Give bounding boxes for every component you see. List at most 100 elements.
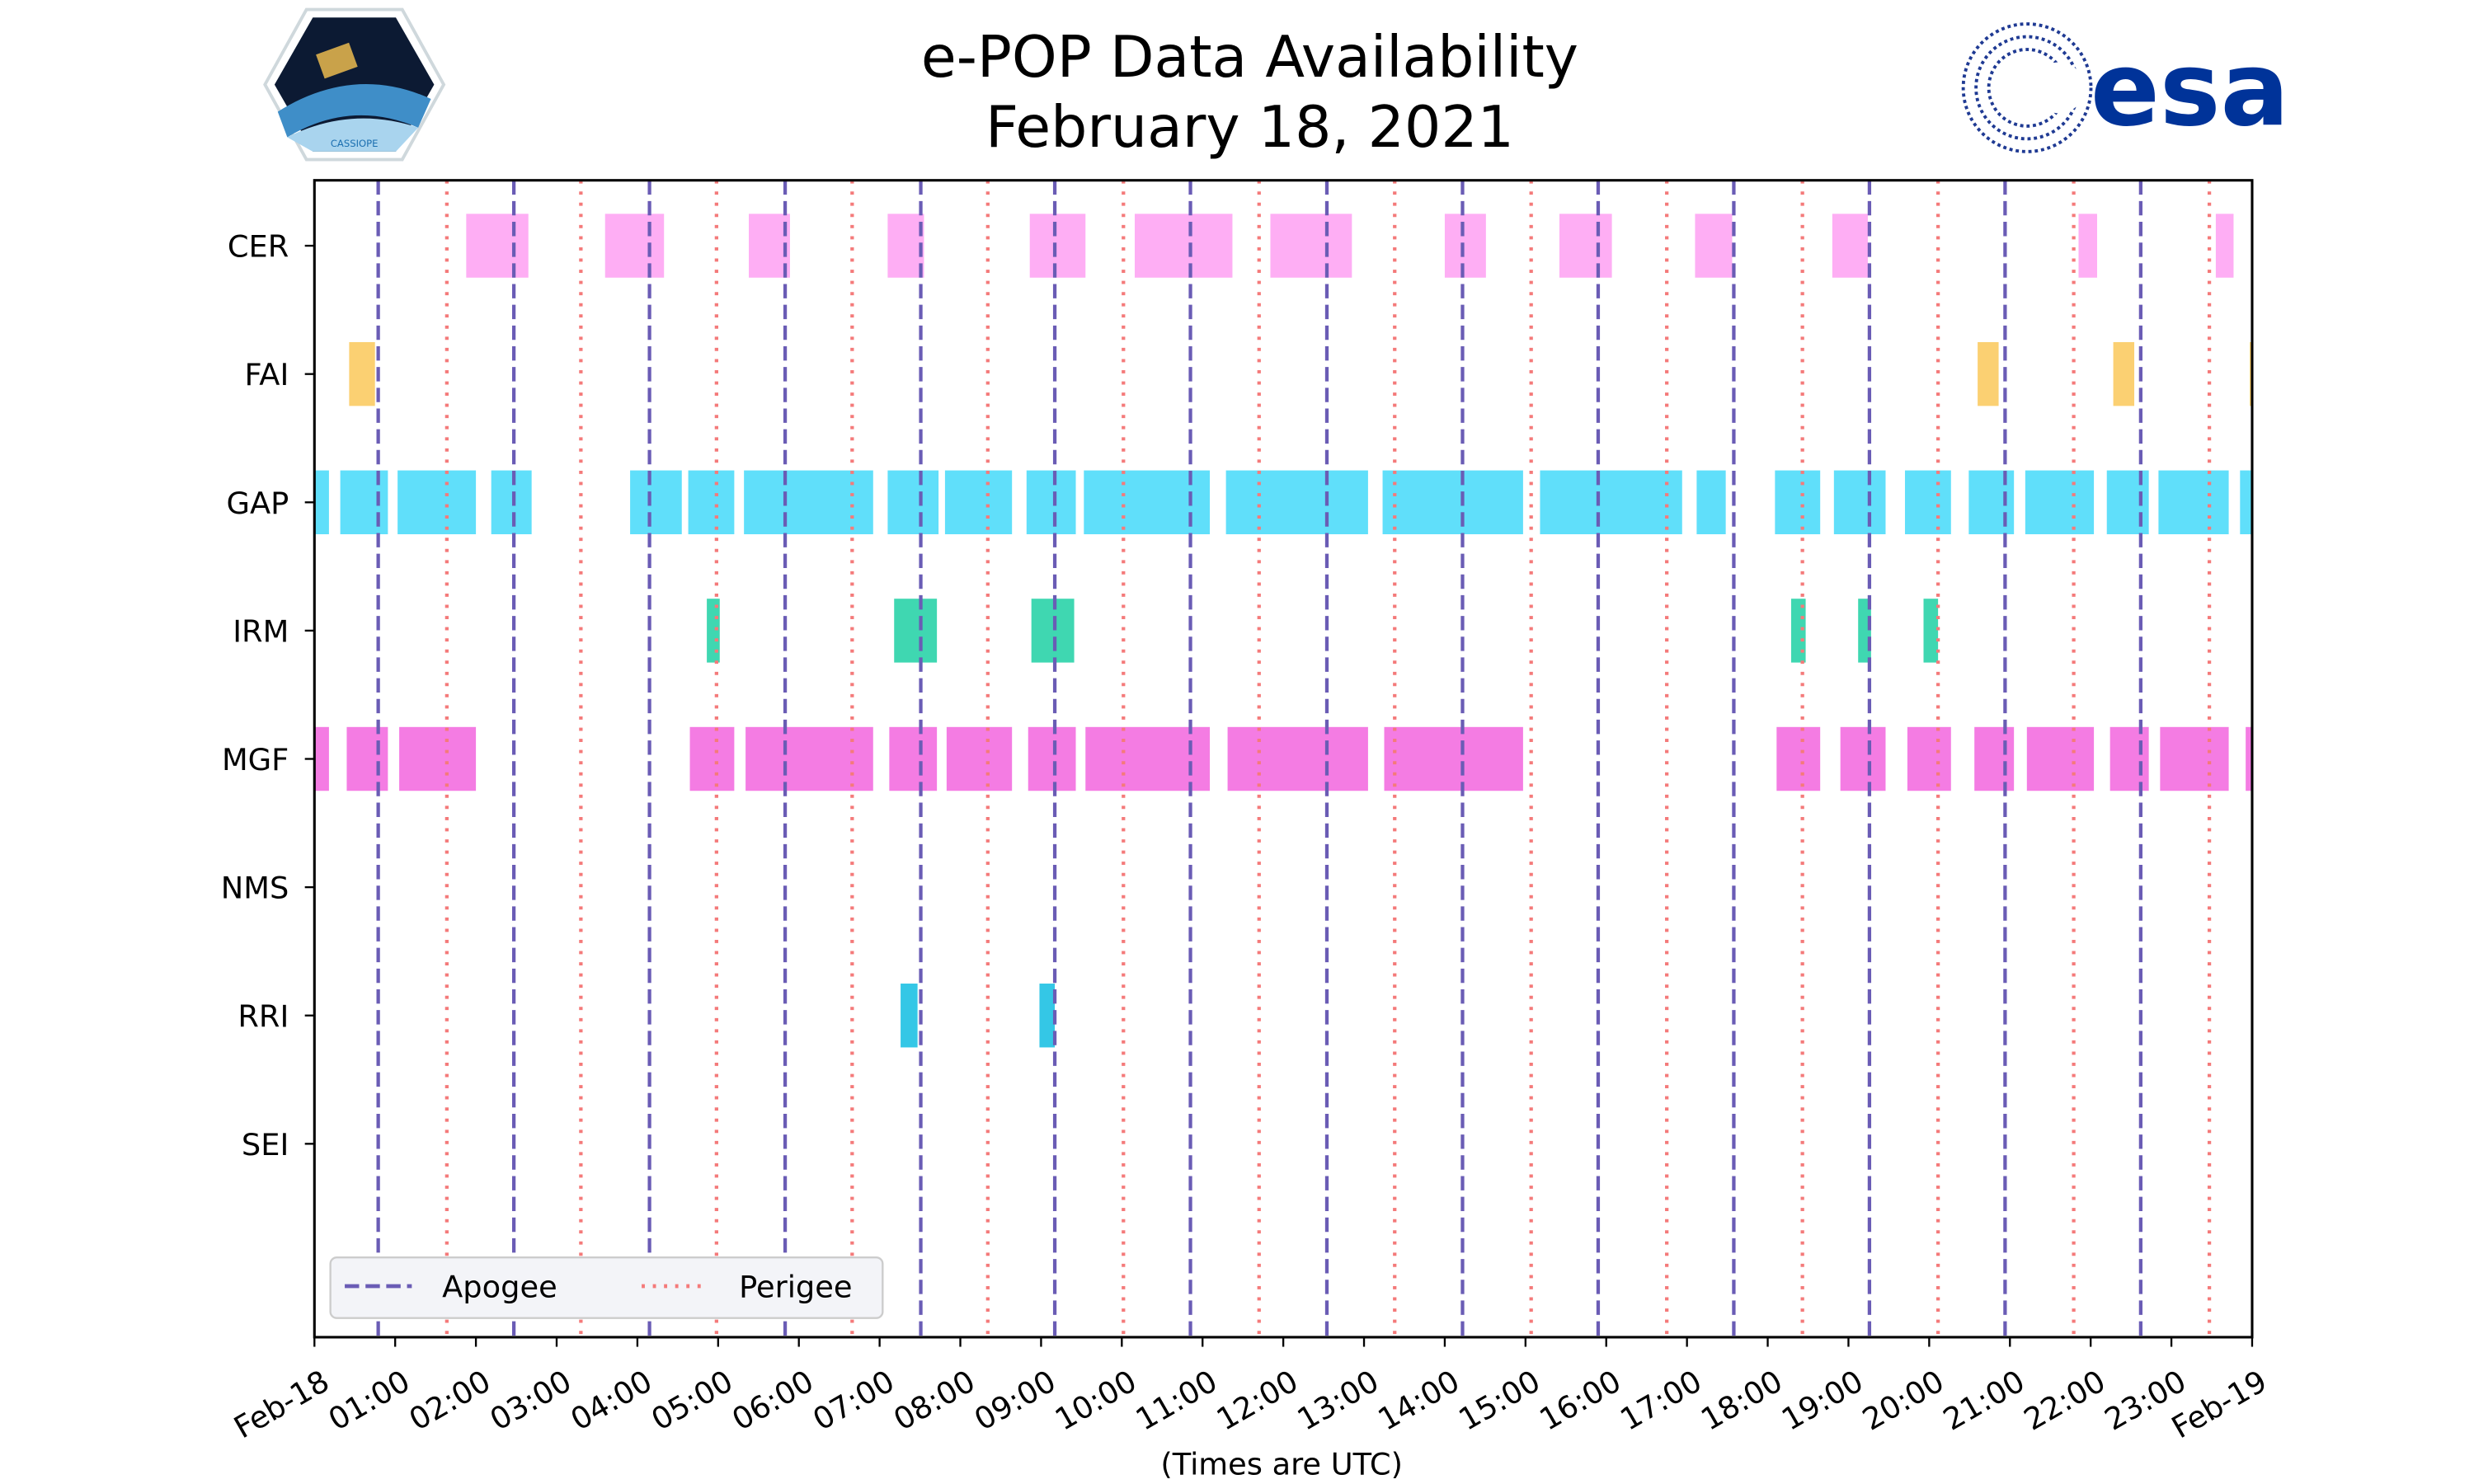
bar-gap xyxy=(340,470,388,534)
x-tick-label: 05:00 xyxy=(646,1363,739,1437)
bar-mgf xyxy=(946,726,1013,791)
bar-mgf xyxy=(1840,726,1886,791)
bar-gap xyxy=(887,470,939,534)
bar-rri xyxy=(901,984,918,1048)
bar-gap xyxy=(1225,470,1368,534)
bar-cer xyxy=(2215,214,2234,278)
bar-mgf xyxy=(2246,726,2252,791)
x-tick-label: 18:00 xyxy=(1695,1363,1788,1437)
esa-logo: esa xyxy=(1961,22,2289,153)
bar-cer xyxy=(466,214,529,278)
bar-fai xyxy=(349,341,375,406)
x-tick-label: 12:00 xyxy=(1211,1363,1304,1437)
y-tick-label: IRM xyxy=(233,613,289,649)
bar-fai xyxy=(1978,341,1999,406)
bar-mgf xyxy=(1776,726,1821,791)
bar-mgf xyxy=(689,726,735,791)
esa-logo-text: esa xyxy=(2091,31,2289,149)
x-tick-label: 21:00 xyxy=(1937,1363,2030,1437)
bar-mgf xyxy=(314,726,329,791)
y-tick-label: GAP xyxy=(227,486,289,521)
bar-cer xyxy=(1444,214,1486,278)
x-tick-label: 15:00 xyxy=(1453,1363,1546,1437)
bar-mgf xyxy=(1384,726,1523,791)
bar-mgf xyxy=(1085,726,1211,791)
bar-cer xyxy=(887,214,924,278)
legend-apogee-label: Apogee xyxy=(442,1270,557,1305)
bar-cer xyxy=(1029,214,1086,278)
y-tick-label: MGF xyxy=(222,742,289,777)
x-tick-label: Feb-18 xyxy=(228,1363,336,1445)
bar-mgf xyxy=(1907,726,1951,791)
bar-gap xyxy=(1696,470,1726,534)
x-tick-label: 11:00 xyxy=(1130,1363,1223,1437)
bar-irm xyxy=(707,599,720,663)
bar-gap xyxy=(2106,470,2149,534)
bar-mgf xyxy=(346,726,388,791)
bar-gap xyxy=(1904,470,1951,534)
y-tick-label: CER xyxy=(228,229,289,265)
bar-gap xyxy=(944,470,1013,534)
bar-mgf xyxy=(2160,726,2229,791)
bar-gap xyxy=(1833,470,1886,534)
x-tick-label: 17:00 xyxy=(1615,1363,1708,1437)
x-tick-label: 13:00 xyxy=(1291,1363,1385,1437)
bar-gap xyxy=(744,470,873,534)
x-tick-label: 02:00 xyxy=(403,1363,496,1437)
bar-gap xyxy=(1026,470,1076,534)
bar-mgf xyxy=(1028,726,1076,791)
x-tick-label: 22:00 xyxy=(2018,1363,2111,1437)
chart-title-line1: e-POP Data Availability xyxy=(921,24,1578,91)
legend-perigee-label: Perigee xyxy=(739,1270,852,1305)
x-tick-label: 07:00 xyxy=(807,1363,900,1437)
plot-area: CER FAI GAP IRM MGF NMS RRI SEI Feb-1801:0002:00… xyxy=(221,179,2273,1445)
bar-gap xyxy=(314,470,329,534)
bar-cer xyxy=(1270,214,1352,278)
bar-irm xyxy=(1923,599,1939,663)
bar-gap xyxy=(2025,470,2095,534)
x-tick-label: 19:00 xyxy=(1776,1363,1869,1437)
bar-fai xyxy=(2113,341,2135,406)
bar-cer xyxy=(1559,214,1612,278)
chart-title-line2: February 18, 2021 xyxy=(985,94,1514,161)
x-tick-label: 20:00 xyxy=(1856,1363,1950,1437)
x-tick-label: 09:00 xyxy=(968,1363,1061,1437)
bar-cer xyxy=(749,214,790,278)
bar-cer xyxy=(1695,214,1733,278)
cassiope-logo-text: CASSIOPE xyxy=(331,138,379,149)
bar-irm xyxy=(1790,599,1806,663)
bar-mgf xyxy=(2109,726,2149,791)
x-tick-label: 08:00 xyxy=(887,1363,981,1437)
bar-mgf xyxy=(399,726,477,791)
x-tick-label: 06:00 xyxy=(727,1363,820,1437)
bar-gap xyxy=(1540,470,1682,534)
legend-box xyxy=(329,1256,884,1319)
x-axis-label: (Times are UTC) xyxy=(1160,1446,1403,1482)
x-tick-label: 16:00 xyxy=(1534,1363,1627,1437)
x-tick-label: 03:00 xyxy=(484,1363,577,1437)
bar-gap xyxy=(1775,470,1821,534)
y-tick-label: FAI xyxy=(245,357,289,392)
bar-mgf xyxy=(745,726,873,791)
y-tick-label: NMS xyxy=(221,871,289,906)
bar-gap xyxy=(630,470,682,534)
y-tick-label: RRI xyxy=(238,998,289,1034)
bar-gap xyxy=(2240,470,2252,534)
bar-gap xyxy=(2158,470,2229,534)
legend: Apogee Perigee xyxy=(329,1256,884,1319)
bar-cer xyxy=(1832,214,1868,278)
bar-cer xyxy=(1134,214,1233,278)
bar-rri xyxy=(1039,984,1056,1048)
bar-mgf xyxy=(889,726,938,791)
bar-gap xyxy=(491,470,532,534)
cassiope-logo: CASSIOPE xyxy=(263,7,446,162)
bar-gap xyxy=(1968,470,2015,534)
y-tick-label: SEI xyxy=(242,1127,289,1162)
bar-mgf xyxy=(1974,726,2015,791)
bar-mgf xyxy=(1227,726,1368,791)
x-tick-label: 10:00 xyxy=(1049,1363,1142,1437)
bar-cer xyxy=(2078,214,2097,278)
x-tick-label: 01:00 xyxy=(322,1363,416,1437)
